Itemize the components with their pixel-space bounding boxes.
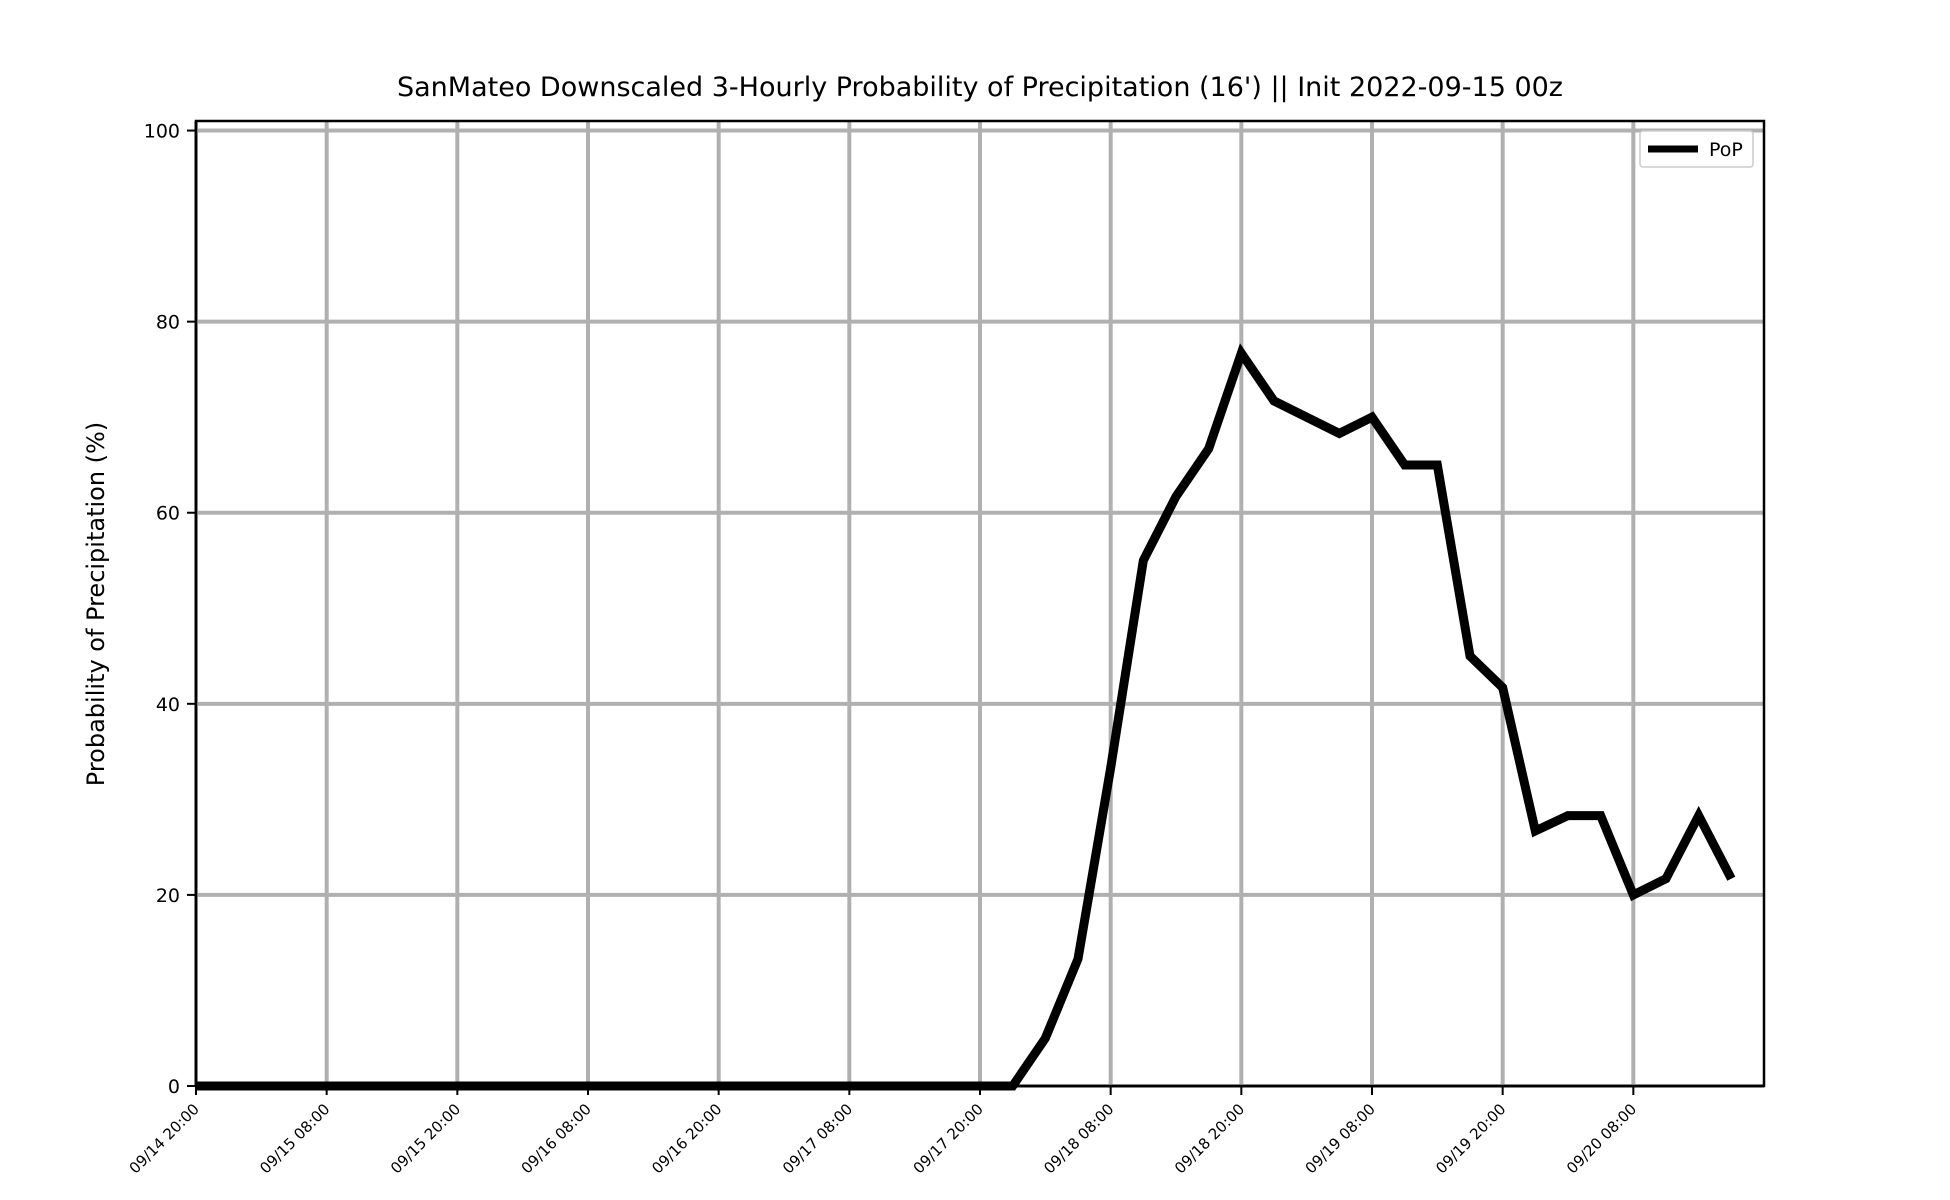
y-tick-label: 100 — [144, 121, 180, 143]
chart-title: SanMateo Downscaled 3-Hourly Probability… — [397, 72, 1563, 103]
x-ticks: 09/14 20:00 09/15 08:00 09/15 20:00 09/16 0… — [126, 1086, 1640, 1177]
x-tick-label: 09/18 08:00 — [1040, 1100, 1117, 1177]
x-tick-label: 09/19 20:00 — [1432, 1100, 1509, 1177]
y-tick-label: 0 — [168, 1076, 180, 1098]
x-tick-label: 09/15 20:00 — [387, 1100, 464, 1177]
x-tick-label: 09/16 20:00 — [648, 1100, 725, 1177]
y-tick-label: 60 — [156, 503, 180, 525]
x-tick-label: 09/15 08:00 — [256, 1100, 333, 1177]
x-tick-label: 09/17 20:00 — [910, 1100, 987, 1177]
y-axis-label: Probability of Precipitation (%) — [82, 422, 110, 786]
y-ticks: 0 20 40 60 80 100 — [144, 121, 196, 1098]
y-tick-label: 40 — [156, 694, 180, 716]
x-tick-label: 09/14 20:00 — [126, 1100, 203, 1177]
y-tick-label: 80 — [156, 312, 180, 334]
y-tick-label: 20 — [156, 885, 180, 907]
grid-lines — [194, 121, 1764, 1088]
legend: PoP — [1639, 130, 1754, 168]
x-tick-label: 09/20 08:00 — [1563, 1100, 1640, 1177]
x-tick-label: 09/17 08:00 — [779, 1100, 856, 1177]
x-tick-label: 09/19 08:00 — [1302, 1100, 1379, 1177]
legend-label: PoP — [1709, 139, 1743, 161]
x-tick-label: 09/18 20:00 — [1171, 1100, 1248, 1177]
x-tick-label: 09/16 08:00 — [518, 1100, 595, 1177]
